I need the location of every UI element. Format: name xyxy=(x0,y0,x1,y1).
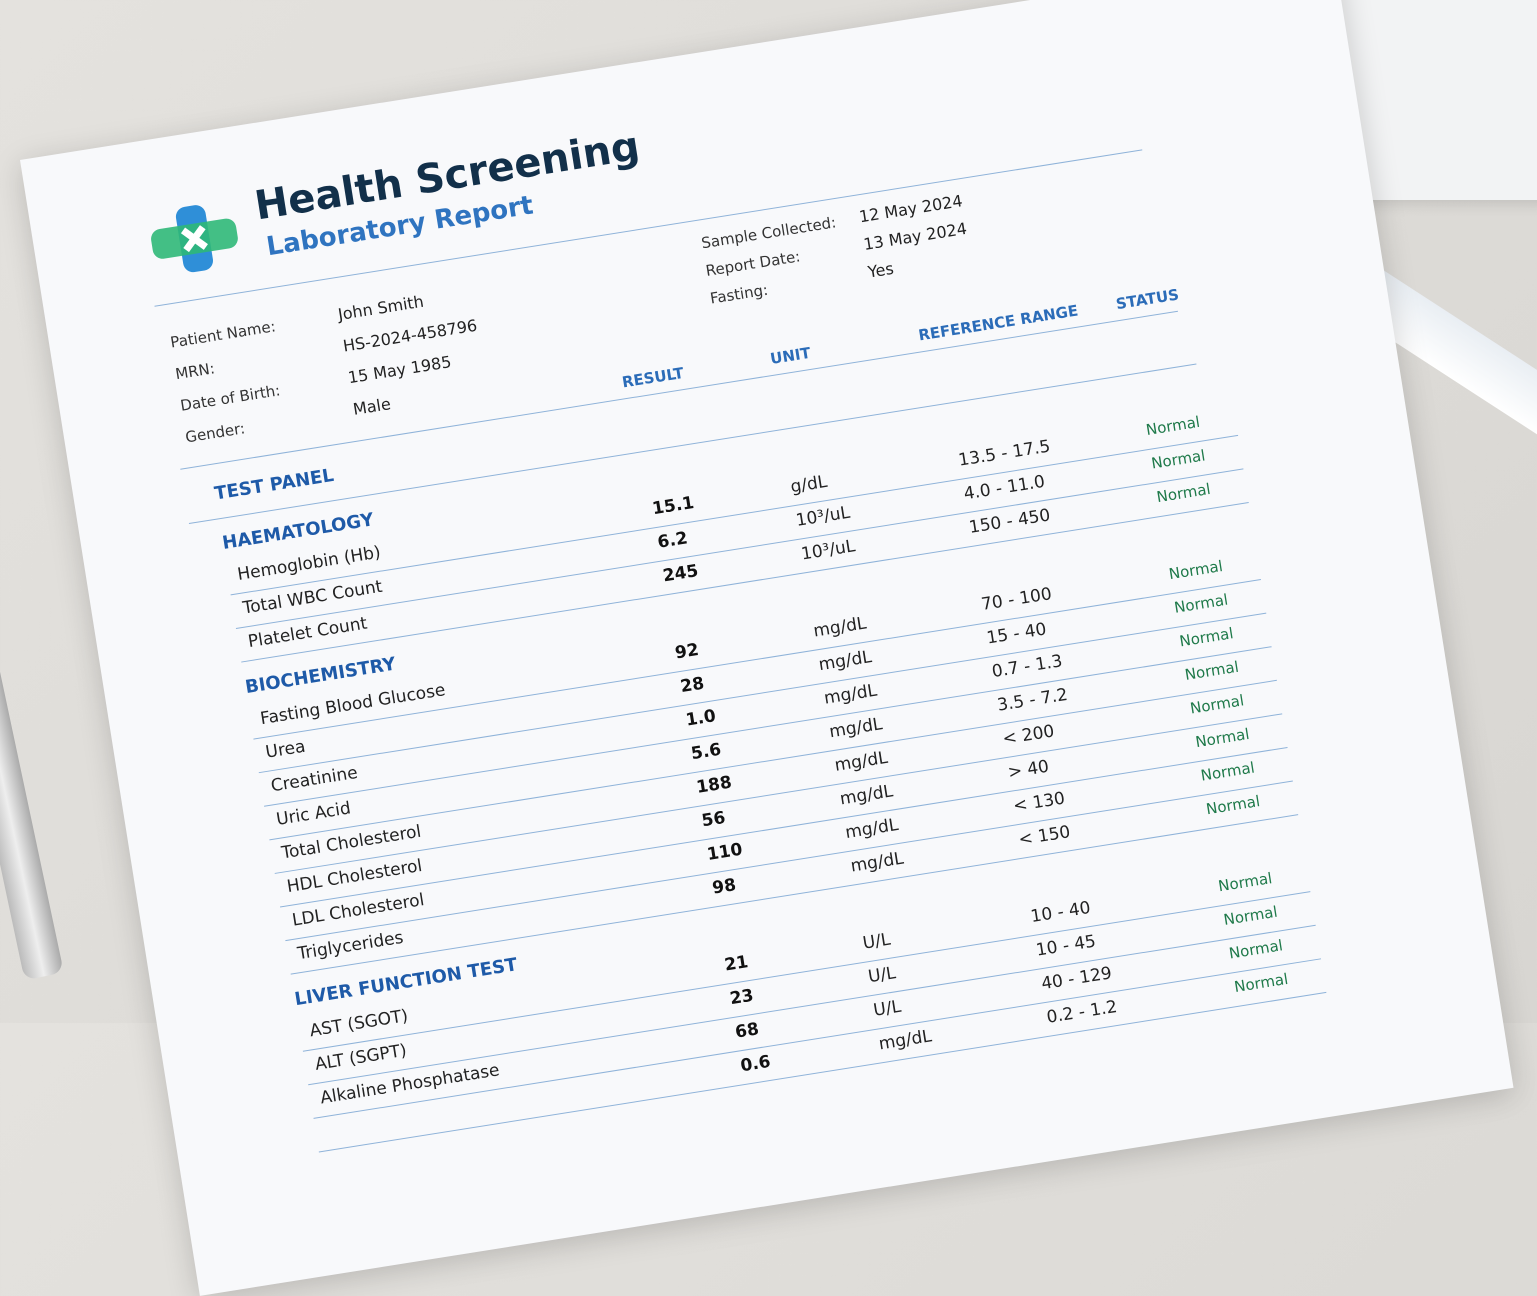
reference-range: 10 - 45 xyxy=(1034,931,1098,961)
reference-range: < 130 xyxy=(1011,788,1067,817)
patient-label: Gender: xyxy=(184,419,247,447)
status: Normal xyxy=(1144,412,1202,440)
sample-value: 13 May 2024 xyxy=(862,218,969,254)
test-name: Total Cholesterol xyxy=(280,821,423,864)
status: Normal xyxy=(1188,691,1246,718)
test-name: Platelet Count xyxy=(246,613,369,653)
reference-range: 3.5 - 7.2 xyxy=(995,684,1070,716)
patient-label: MRN: xyxy=(174,359,217,384)
unit: mg/dL xyxy=(811,613,868,642)
reference-range: 15 - 40 xyxy=(985,619,1048,649)
test-name: LDL Cholesterol xyxy=(290,890,426,931)
page: Health Screening Laboratory Report Patie… xyxy=(0,0,1537,1153)
status: Normal xyxy=(1172,590,1230,617)
unit: U/L xyxy=(866,963,898,988)
rule xyxy=(264,646,1272,807)
unit: mg/dL xyxy=(827,714,884,743)
status: Normal xyxy=(1167,556,1224,584)
status: Normal xyxy=(1199,758,1256,785)
sample-label: Sample Collected: xyxy=(700,213,838,253)
patient-label: Patient Name: xyxy=(169,317,277,352)
status: Normal xyxy=(1155,479,1212,507)
rule xyxy=(279,746,1288,908)
status: Normal xyxy=(1222,902,1279,929)
result: 23 xyxy=(728,985,755,1010)
rule xyxy=(253,579,1261,740)
unit: mg/dL xyxy=(838,781,895,810)
reference-range: 40 - 129 xyxy=(1039,963,1114,995)
patient-value: Male xyxy=(351,394,393,419)
result: 56 xyxy=(700,807,727,832)
status: Normal xyxy=(1232,969,1290,997)
result: 28 xyxy=(679,673,706,698)
rule xyxy=(308,924,1316,1086)
status: Normal xyxy=(1227,936,1285,963)
reference-range: 70 - 100 xyxy=(979,584,1054,615)
patient-value: HS-2024-458796 xyxy=(341,315,479,356)
unit: mg/dL xyxy=(833,747,890,776)
status: Normal xyxy=(1183,657,1240,684)
unit: 10³/uL xyxy=(799,536,857,565)
pen xyxy=(0,649,64,981)
result: 1.0 xyxy=(684,706,718,731)
logo xyxy=(151,205,238,273)
test-name: Total WBC Count xyxy=(241,576,384,619)
result: 110 xyxy=(705,839,744,865)
result: 188 xyxy=(694,772,734,798)
status: Normal xyxy=(1194,724,1251,752)
rule xyxy=(230,434,1239,596)
patient-label: Date of Birth: xyxy=(179,381,282,415)
unit: 10³/uL xyxy=(794,502,852,531)
result: 6.2 xyxy=(656,528,690,553)
column-header: UNIT xyxy=(768,343,812,368)
reference-range: 10 - 40 xyxy=(1029,897,1092,928)
result: 98 xyxy=(710,875,738,899)
sample-label: Fasting: xyxy=(708,280,770,308)
rule xyxy=(274,713,1283,874)
reference-range: < 150 xyxy=(1017,822,1072,851)
status: Normal xyxy=(1150,446,1207,473)
column-header: RESULT xyxy=(620,363,685,392)
status: Normal xyxy=(1204,792,1262,819)
unit: g/dL xyxy=(789,471,829,498)
unit: mg/dL xyxy=(849,848,906,877)
result: 5.6 xyxy=(689,739,723,765)
column-header: STATUS xyxy=(1114,285,1181,314)
test-name: HDL Cholesterol xyxy=(285,855,424,898)
sample-value: Yes xyxy=(866,258,895,282)
reference-range: 0.2 - 1.2 xyxy=(1045,996,1119,1028)
unit: mg/dL xyxy=(843,814,900,844)
result: 15.1 xyxy=(650,492,696,520)
reference-range: > 40 xyxy=(1006,756,1051,783)
column-header: TEST PANEL xyxy=(213,464,336,505)
unit: U/L xyxy=(872,996,903,1021)
status: Normal xyxy=(1216,869,1274,896)
status: Normal xyxy=(1178,624,1235,651)
section-title: LIVER FUNCTION TEST xyxy=(293,954,519,1011)
reference-range: 0.7 - 1.3 xyxy=(990,651,1064,683)
unit: mg/dL xyxy=(877,1026,934,1055)
sample-label: Report Date: xyxy=(704,247,802,280)
result: 21 xyxy=(723,952,750,976)
result: 0.6 xyxy=(739,1051,772,1077)
report-paper: Health Screening Laboratory Report Patie… xyxy=(20,0,1514,1296)
patient-value: 15 May 1985 xyxy=(346,352,453,388)
unit: U/L xyxy=(861,929,892,954)
unit: mg/dL xyxy=(817,647,874,676)
result: 245 xyxy=(661,561,700,587)
test-name: Urea xyxy=(264,736,307,763)
patient-value: John Smith xyxy=(336,291,426,325)
result: 92 xyxy=(673,639,701,664)
unit: mg/dL xyxy=(822,680,879,709)
test-name: Hemoglobin (Hb) xyxy=(236,542,383,585)
reference-range: < 200 xyxy=(1001,721,1056,750)
